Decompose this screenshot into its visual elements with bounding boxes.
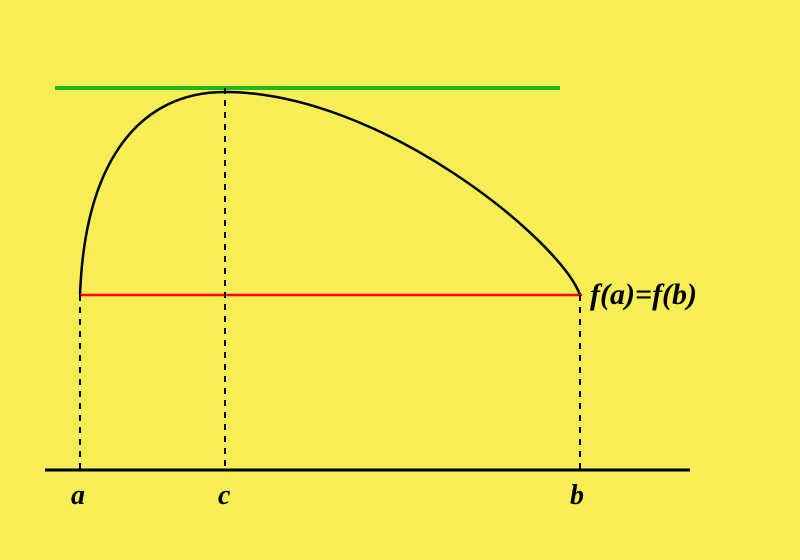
function-curve xyxy=(80,92,580,295)
label-fa-equals-fb: f(a)=f(b) xyxy=(590,278,697,312)
label-b: b xyxy=(570,480,584,512)
label-c: c xyxy=(218,480,230,512)
label-a: a xyxy=(71,480,85,512)
